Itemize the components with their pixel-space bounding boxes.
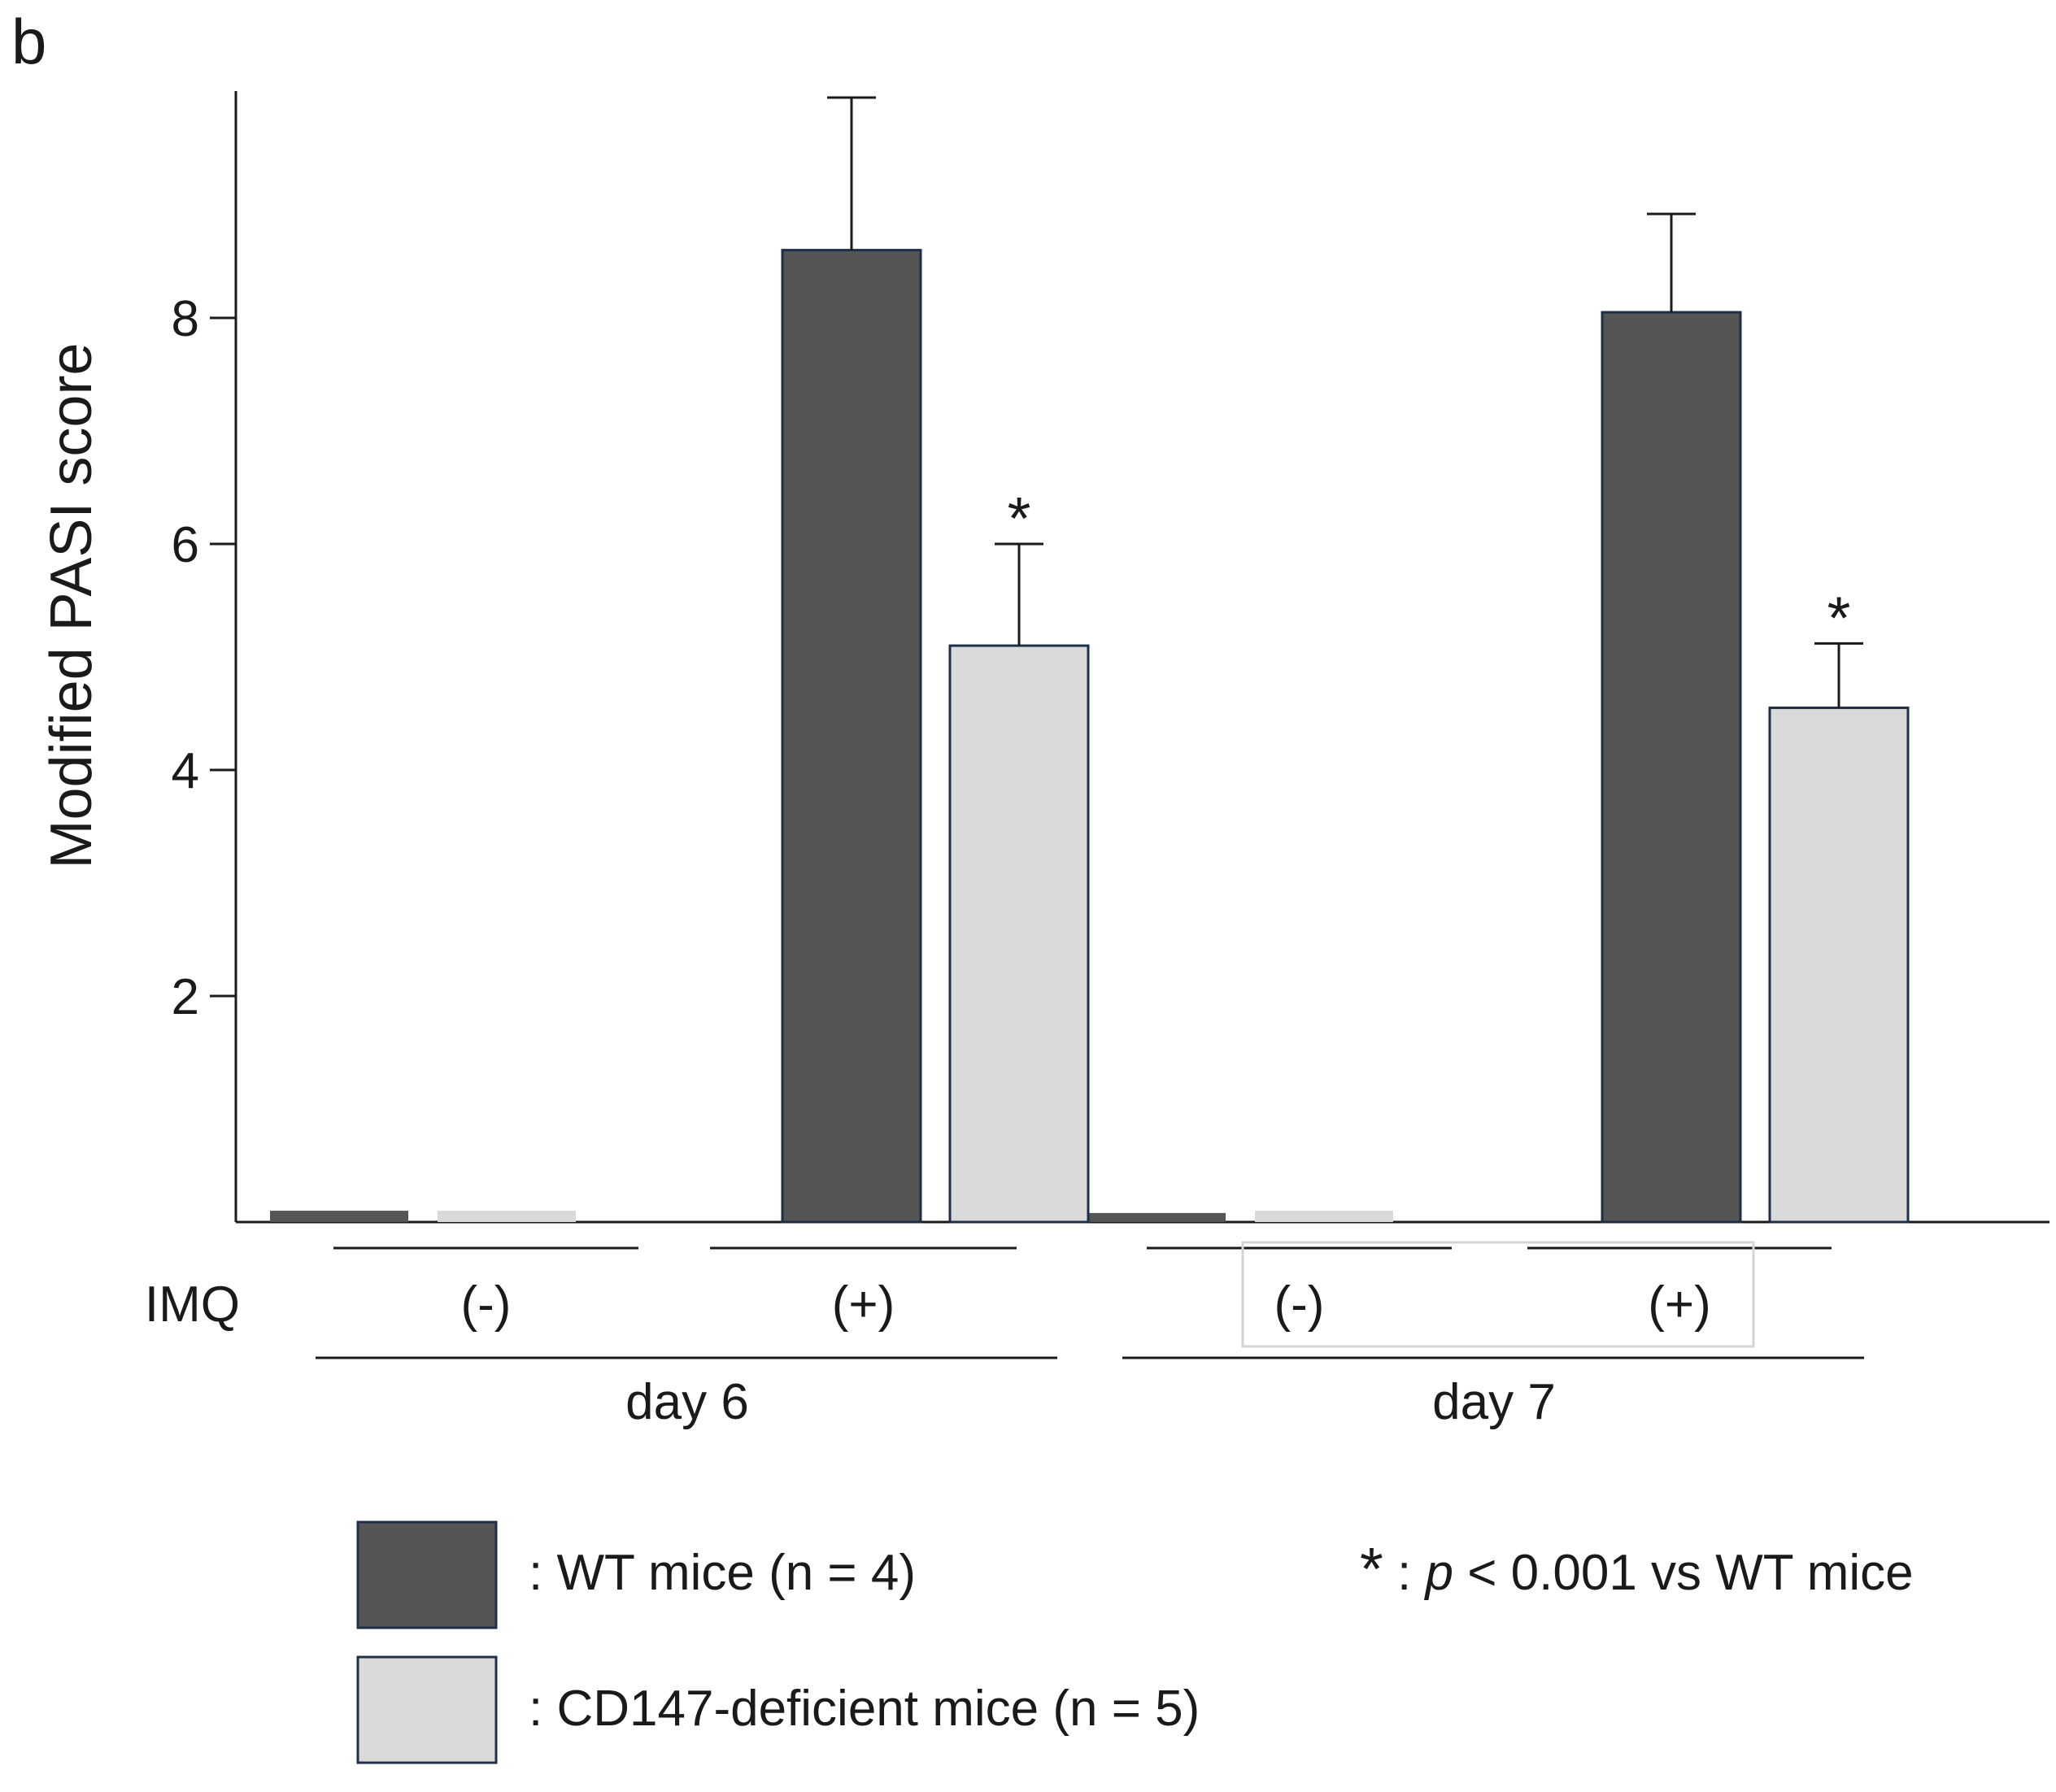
- legend-sig-p: p: [1424, 1545, 1453, 1601]
- y-tick-label: 6: [172, 517, 199, 573]
- x-axis-groups: (-) (+) (-) (+) IMQ day 6 day 7: [145, 1241, 1864, 1430]
- bar-cd147: [438, 1211, 576, 1222]
- significance-star: *: [1827, 584, 1851, 651]
- legend-significance: * : p < 0.001 vs WT mice: [1360, 1535, 1914, 1603]
- y-axis-label: Modified PASI score: [39, 343, 104, 869]
- panel-label: b: [11, 6, 46, 77]
- imq-label: (+): [832, 1277, 895, 1333]
- bars: [270, 249, 1910, 1224]
- imq-row-label: IMQ: [145, 1277, 240, 1333]
- bar-wt: [1087, 1212, 1226, 1222]
- legend-sig-colon: :: [1383, 1545, 1426, 1601]
- legend-sig-rest: < 0.001 vs WT mice: [1453, 1545, 1914, 1601]
- legend-swatch-wt: [356, 1520, 498, 1629]
- imq-label: (-): [1274, 1277, 1325, 1333]
- significance-marks: **: [1008, 485, 1851, 651]
- legend-swatch-cd147: [356, 1655, 498, 1764]
- bar-wt: [1601, 311, 1742, 1224]
- legend-label-wt: : WT mice (n = 4): [529, 1545, 916, 1601]
- y-tick-label: 4: [172, 743, 199, 799]
- bar-cd147: [948, 644, 1090, 1224]
- bar-wt: [781, 249, 922, 1224]
- error-bars: [827, 96, 1863, 708]
- imq-label: (+): [1648, 1277, 1711, 1333]
- bar-cd147: [1768, 707, 1910, 1224]
- significance-star: *: [1008, 485, 1031, 552]
- bar-wt: [270, 1211, 408, 1222]
- day-label: day 7: [1432, 1374, 1556, 1430]
- imq-label: (-): [461, 1277, 512, 1333]
- y-tick-label: 8: [172, 291, 199, 347]
- day-label: day 6: [625, 1374, 749, 1430]
- legend: : WT mice (n = 4) : CD147-deficient mice…: [356, 1520, 1914, 1764]
- highlight-box: [1241, 1241, 1755, 1348]
- axes: 2 4 6 8: [172, 91, 2049, 1224]
- legend-sig-star: *: [1360, 1535, 1383, 1603]
- y-tick-label: 2: [172, 969, 199, 1025]
- legend-label-cd147: : CD147-deficient mice (n = 5): [529, 1681, 1200, 1737]
- bar-cd147: [1255, 1211, 1393, 1222]
